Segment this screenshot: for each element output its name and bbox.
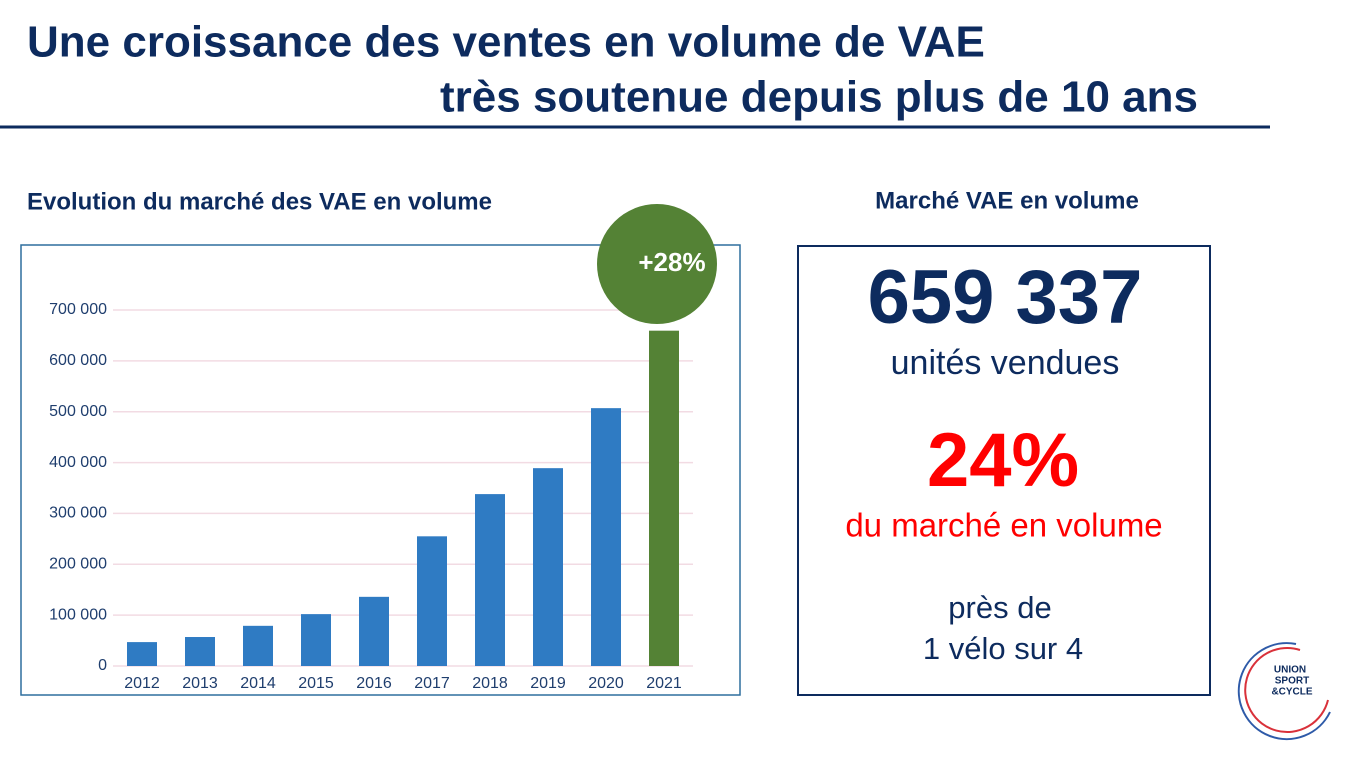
x-tick-label: 2021 <box>646 675 682 692</box>
x-tick-label: 2018 <box>472 675 508 692</box>
y-tick-label: 700 000 <box>49 301 107 318</box>
share: 24% <box>927 418 1079 503</box>
x-tick-label: 2014 <box>240 675 276 692</box>
y-tick-label: 200 000 <box>49 556 107 573</box>
x-tick-label: 2016 <box>356 675 392 692</box>
y-tick-label: 100 000 <box>49 606 107 623</box>
bar <box>591 408 621 666</box>
y-tick-label: 300 000 <box>49 505 107 522</box>
bar <box>243 625 273 666</box>
bar <box>185 637 215 666</box>
chart-title: Evolution du marché des VAE en volume <box>27 188 492 215</box>
x-tick-label: 2020 <box>588 675 624 692</box>
y-tick-label: 600 000 <box>49 352 107 369</box>
bar <box>417 536 447 666</box>
note: près de <box>948 590 1051 625</box>
y-tick-label: 0 <box>98 657 107 674</box>
panel-frame <box>797 245 1211 696</box>
share-caption: du marché en volume <box>845 507 1162 544</box>
bar <box>359 596 389 666</box>
bar <box>301 614 331 666</box>
big-number: 659 337 <box>868 255 1143 340</box>
logo-arc <box>1237 642 1331 741</box>
caption: unités vendues <box>891 344 1120 382</box>
note: 1 vélo sur 4 <box>923 631 1083 666</box>
bar <box>649 330 679 666</box>
y-tick-label: 500 000 <box>49 403 107 420</box>
logo-text: UNION <box>1274 665 1306 676</box>
panel-title: Marché VAE en volume <box>875 187 1139 214</box>
annotation: +28% <box>638 247 705 277</box>
bar <box>475 494 505 666</box>
logo-text: SPORT <box>1275 676 1309 687</box>
logo-arc <box>1244 647 1329 733</box>
x-tick-label: 2013 <box>182 675 218 692</box>
title: très soutenue depuis plus de 10 ans <box>440 73 1198 122</box>
chart-frame <box>20 244 741 696</box>
logo: UNION SPORT &CYCLE <box>1237 642 1331 741</box>
x-tick-label: 2019 <box>530 675 566 692</box>
bar <box>533 468 563 666</box>
title: Une croissance des ventes en volume de V… <box>27 18 985 67</box>
x-tick-label: 2012 <box>124 675 160 692</box>
y-tick-label: 400 000 <box>49 454 107 471</box>
bar <box>127 642 157 666</box>
x-tick-label: 2017 <box>414 675 450 692</box>
x-tick-label: 2015 <box>298 675 334 692</box>
annotation-badge <box>597 204 717 324</box>
logo-text: &CYCLE <box>1271 687 1312 698</box>
